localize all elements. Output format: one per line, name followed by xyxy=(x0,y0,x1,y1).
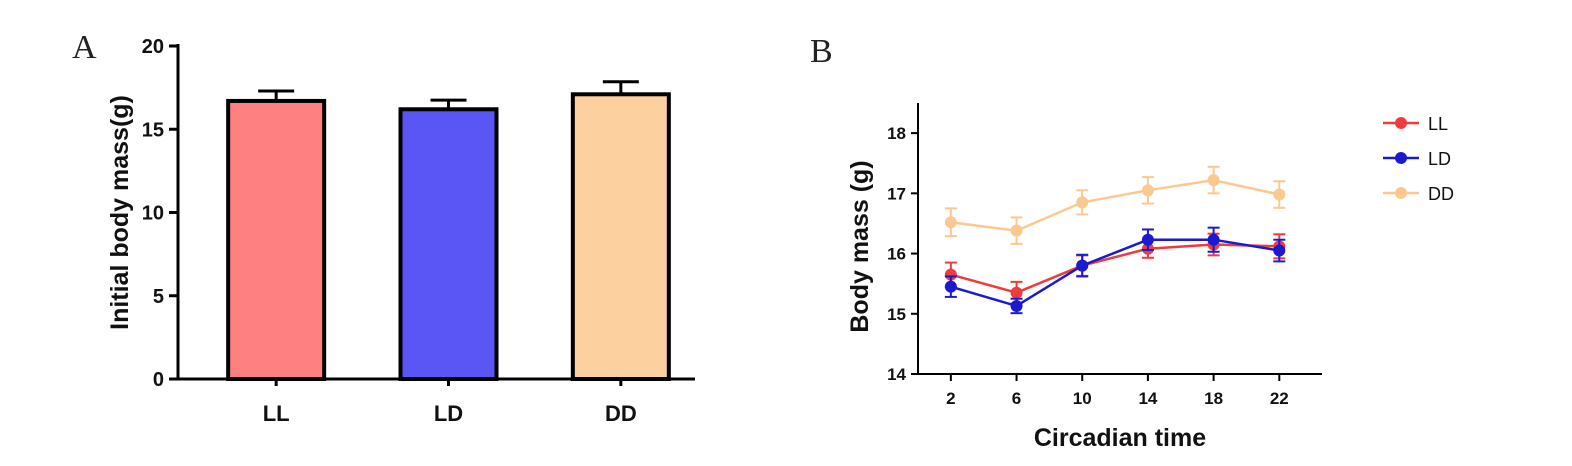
bar-chart-initial-body-mass: LL LD DD 0 5 10 15 20 Initial body mass(g) xyxy=(106,36,695,426)
x-tick-label: 2 xyxy=(946,389,955,408)
x-tick-label: 6 xyxy=(1012,389,1021,408)
series-line-ll xyxy=(950,243,1280,295)
x-tick-label: 22 xyxy=(1270,389,1289,408)
data-point-ld xyxy=(1141,233,1154,246)
x-tick-label: LD xyxy=(434,401,463,426)
data-point-ld xyxy=(1076,259,1089,272)
data-point-ld xyxy=(1207,233,1220,246)
y-axis-title: Initial body mass(g) xyxy=(106,95,134,330)
data-point-ll xyxy=(1010,286,1023,299)
y-axis-title: Body mass (g) xyxy=(846,160,874,332)
data-point-ld xyxy=(1010,299,1023,312)
line-chart-body-mass: 14 15 16 17 18 2 6 10 14 18 22 Circadian time Body m… xyxy=(846,103,1454,452)
data-point-dd xyxy=(1141,184,1154,197)
y-tick-label: 15 xyxy=(887,305,906,324)
data-point-dd xyxy=(1010,224,1023,237)
y-tick-label: 17 xyxy=(887,184,906,203)
x-tick-label: 10 xyxy=(1073,389,1092,408)
series-line-ld xyxy=(950,238,1280,308)
panel-label-b: B xyxy=(810,33,833,70)
y-tick-label: 14 xyxy=(887,365,906,384)
bar-dd xyxy=(570,92,671,381)
x-tick-label: DD xyxy=(605,401,637,426)
bar-ld xyxy=(398,107,499,382)
panel-label-a: A xyxy=(72,29,97,66)
data-point-ld xyxy=(1273,244,1286,257)
data-point-dd xyxy=(1076,196,1089,209)
data-point-dd xyxy=(944,216,957,229)
y-tick-label: 5 xyxy=(153,286,164,308)
y-tick-label: 16 xyxy=(887,245,906,264)
data-point-ll xyxy=(944,268,957,281)
legend-marker-ld xyxy=(1395,152,1407,164)
bar-ll xyxy=(226,98,327,381)
legend-label-ll: LL xyxy=(1428,114,1448,134)
x-tick-label: 18 xyxy=(1204,389,1223,408)
data-point-ld xyxy=(944,280,957,293)
legend-label-dd: DD xyxy=(1428,184,1454,204)
y-tick-label: 0 xyxy=(153,369,164,391)
series-line-dd xyxy=(950,178,1280,232)
y-tick-label: 15 xyxy=(142,119,164,141)
legend-label-ld: LD xyxy=(1428,149,1451,169)
y-tick-label: 20 xyxy=(142,36,164,58)
legend-marker-ll xyxy=(1395,117,1407,129)
y-tick-label: 18 xyxy=(887,124,906,143)
x-tick-label: 14 xyxy=(1138,389,1157,408)
y-tick-label: 10 xyxy=(142,203,164,225)
x-axis-title: Circadian time xyxy=(1034,424,1206,452)
data-point-dd xyxy=(1207,174,1220,187)
legend-marker-dd xyxy=(1395,187,1407,199)
data-point-dd xyxy=(1273,188,1286,201)
x-tick-label: LL xyxy=(263,401,290,426)
